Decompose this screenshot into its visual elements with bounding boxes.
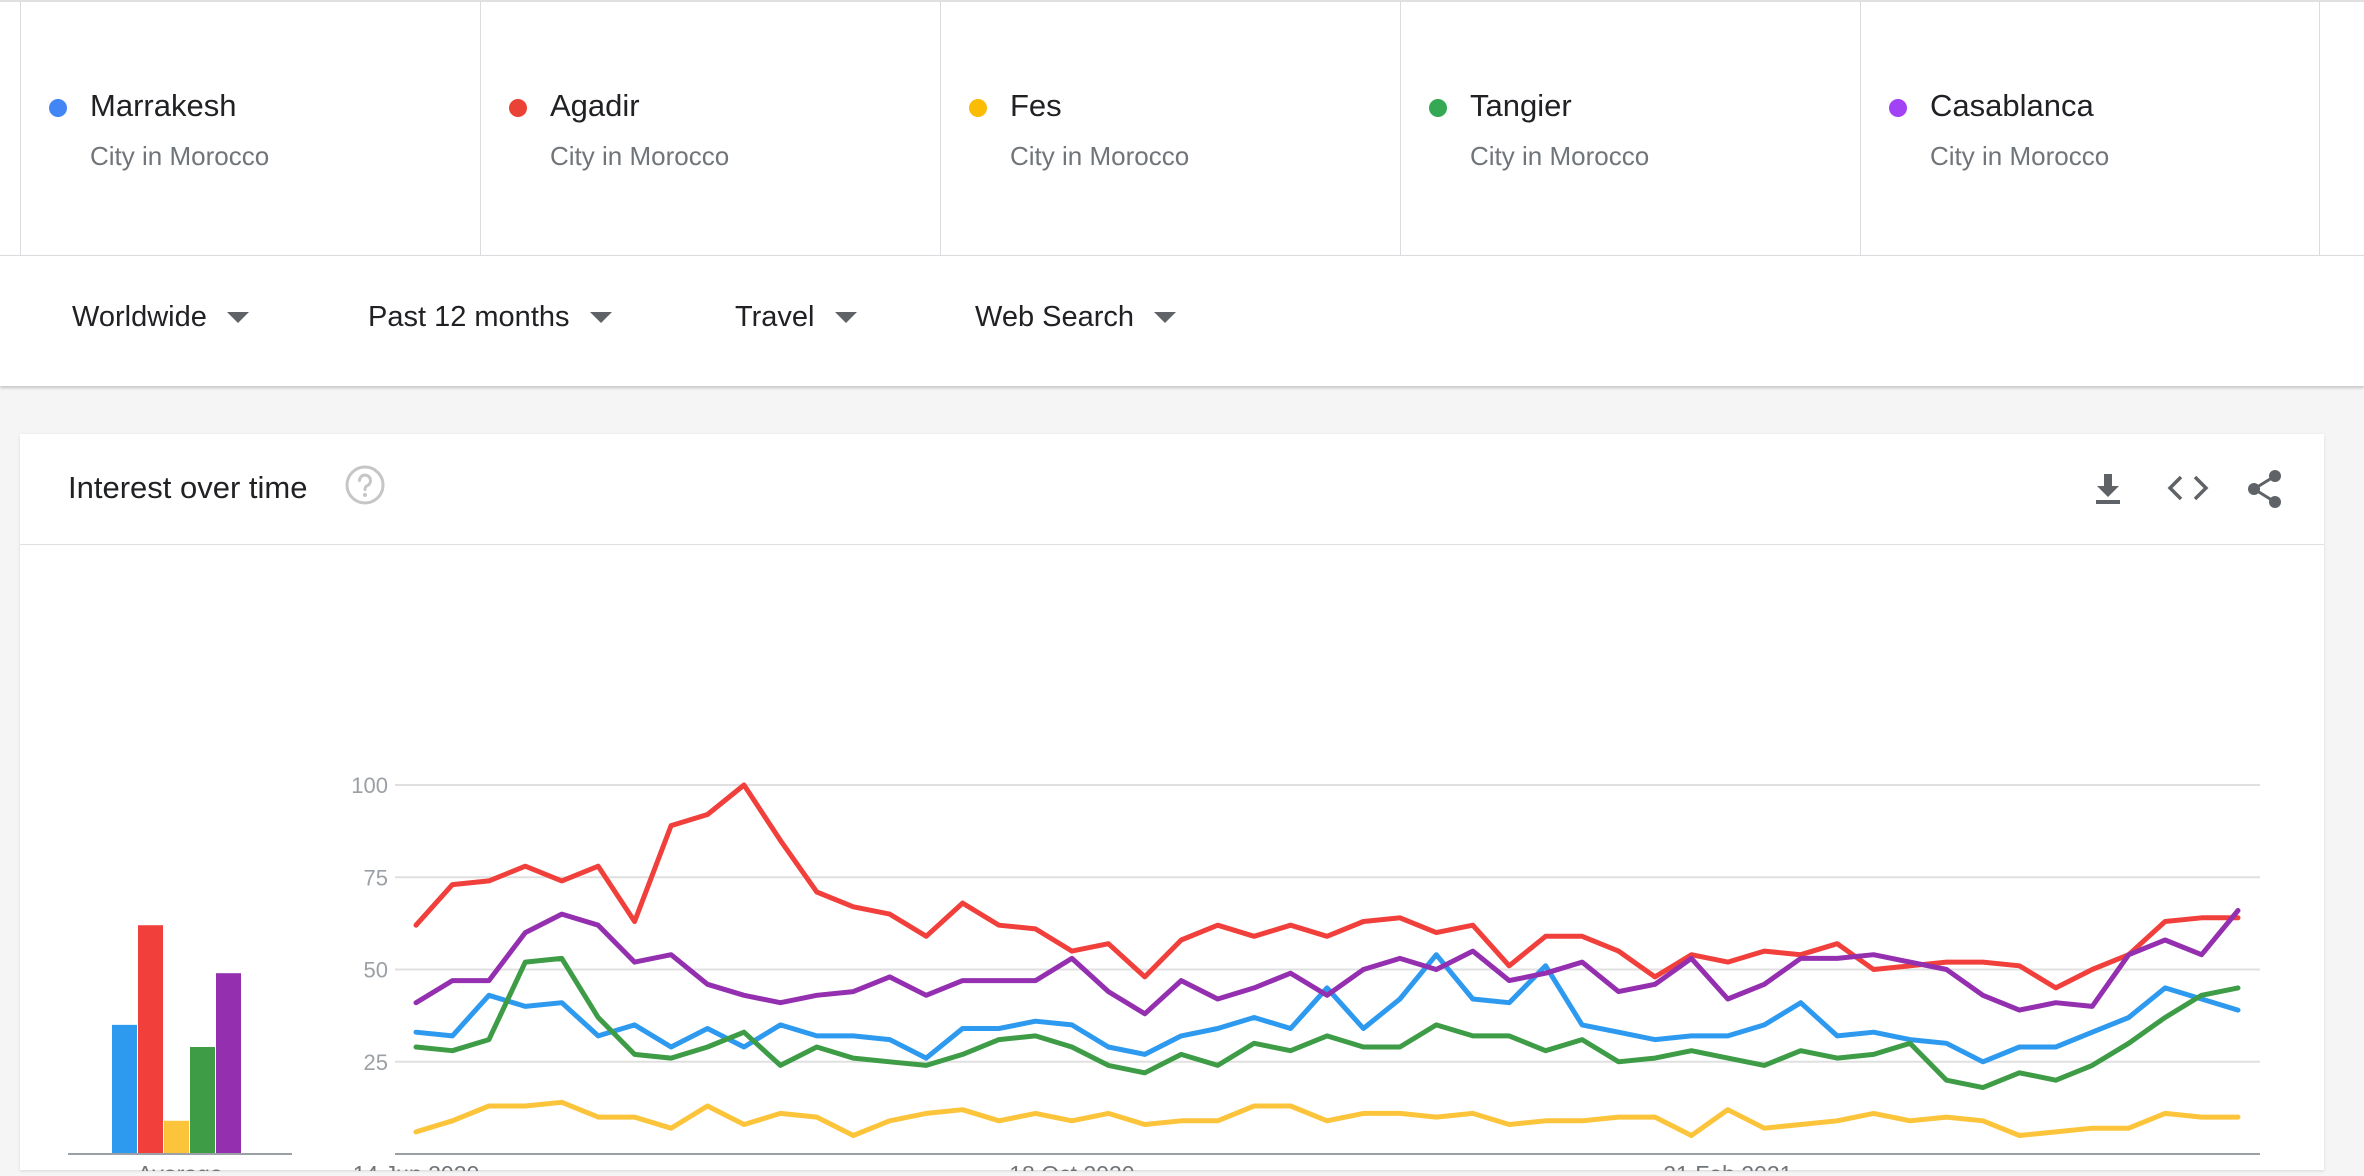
term-description: City in Morocco [1930,141,2110,171]
y-tick-label: 100 [351,773,388,798]
filter-bar: Worldwide Past 12 months Travel Web Sear… [0,255,2364,386]
region-label: Worldwide [72,301,207,333]
category-label: Travel [735,301,815,333]
compare-bar: Marrakesh City in Morocco Agadir City in… [0,0,2364,257]
term-description: City in Morocco [1010,141,1190,171]
search-terms: Marrakesh City in Morocco Agadir City in… [20,2,2320,257]
series-line-agadir [413,782,2241,991]
term-description: City in Morocco [550,141,730,171]
y-tick-label: 25 [364,1050,388,1075]
term-color-dot [1889,99,1907,117]
term-name: Agadir [550,88,640,123]
series-line-marrakesh [413,952,2241,1065]
category-dropdown[interactable]: Travel [735,301,857,334]
average-bar-agadir [138,925,163,1154]
search-type-label: Web Search [975,301,1135,333]
term-color-dot [969,99,987,117]
chevron-down-icon [589,312,612,323]
average-bar-fes [164,1120,189,1154]
chevron-down-icon [834,312,857,323]
chart-lines [413,782,2241,1138]
term-name: Casablanca [1930,88,2094,123]
term-card-fes[interactable]: Fes City in Morocco [940,2,1400,256]
average-bar-chart: Average [68,925,292,1176]
term-card-casablanca[interactable]: Casablanca City in Morocco [1860,2,2320,256]
term-description: City in Morocco [90,141,270,171]
average-bar-casablanca [216,973,241,1154]
term-name: Marrakesh [90,88,237,123]
term-description: City in Morocco [1470,141,1650,171]
average-bar-tangier [190,1046,215,1154]
term-color-dot [49,99,67,117]
term-name: Fes [1010,88,1062,123]
share-icon[interactable] [2244,468,2286,510]
average-bar-marrakesh [112,1024,137,1154]
chevron-down-icon [1154,312,1177,323]
time-range-dropdown[interactable]: Past 12 months [368,301,612,334]
chevron-down-icon [226,312,249,323]
card-title: Interest over time [68,470,308,505]
search-type-dropdown[interactable]: Web Search [975,301,1177,334]
term-card-tangier[interactable]: Tangier City in Morocco [1400,2,1860,256]
help-circle-icon[interactable] [344,464,386,506]
series-line-tangier [413,955,2241,1091]
y-tick-label: 50 [364,958,388,983]
term-color-dot [509,99,527,117]
term-name: Tangier [1470,88,1572,123]
region-dropdown[interactable]: Worldwide [72,301,249,334]
y-tick-label: 75 [364,865,388,890]
time-range-label: Past 12 months [368,301,570,333]
card-header: Interest over time [20,434,2324,545]
series-line-casablanca [413,908,2241,1017]
download-icon[interactable] [2088,468,2128,508]
series-line-fes [413,1099,2241,1138]
term-color-dot [1429,99,1447,117]
term-card-marrakesh[interactable]: Marrakesh City in Morocco [20,2,480,256]
embed-code-icon[interactable] [2165,468,2211,508]
term-card-agadir[interactable]: Agadir City in Morocco [480,2,940,256]
